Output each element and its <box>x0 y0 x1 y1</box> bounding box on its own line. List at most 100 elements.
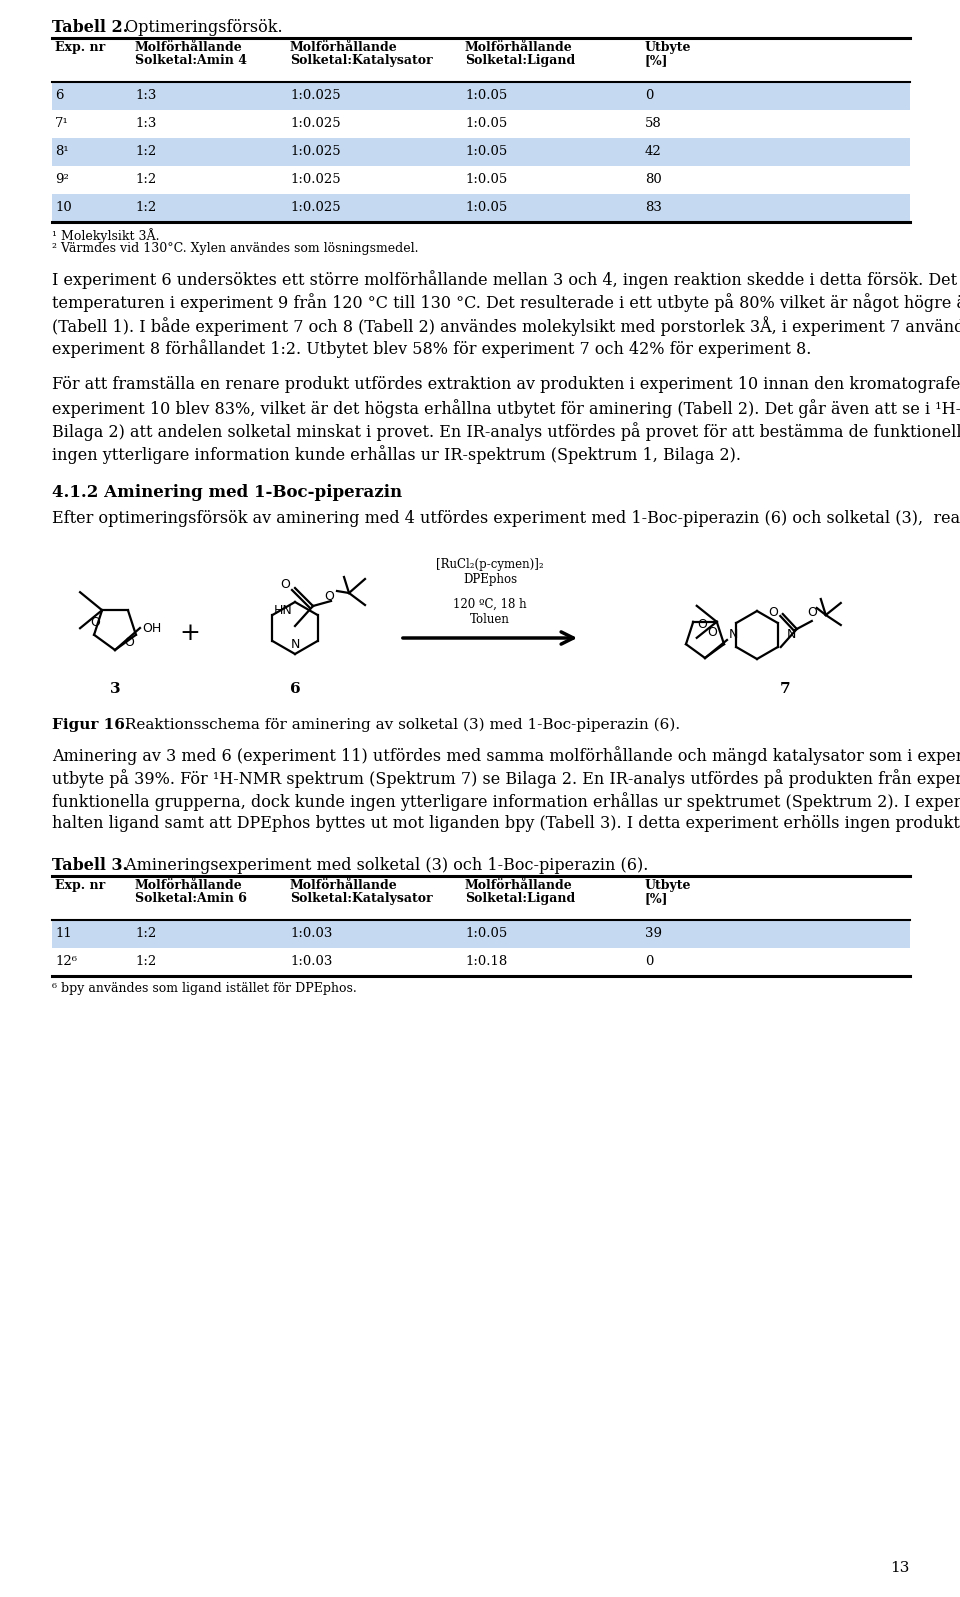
Text: Solketal:Katalysator: Solketal:Katalysator <box>290 893 433 905</box>
Text: För att framställa en renare produkt utfördes extraktion av produkten i experime: För att framställa en renare produkt utf… <box>52 375 960 393</box>
Text: 1:3: 1:3 <box>135 117 156 129</box>
Text: 7¹: 7¹ <box>55 117 69 129</box>
Text: 1:0.025: 1:0.025 <box>290 117 341 129</box>
Text: experiment 10 blev 83%, vilket är det högsta erhållna utbytet för aminering (Tab: experiment 10 blev 83%, vilket är det hö… <box>52 399 960 418</box>
Text: Efter optimeringsförsök av aminering med 4 utfördes experiment med 1-Boc-piperaz: Efter optimeringsförsök av aminering med… <box>52 509 960 527</box>
Text: Exp. nr: Exp. nr <box>55 42 106 54</box>
Text: 6: 6 <box>290 682 300 696</box>
Text: O: O <box>90 616 100 629</box>
Text: 1:0.025: 1:0.025 <box>290 145 341 158</box>
Text: 1:0.05: 1:0.05 <box>465 201 507 214</box>
Text: Tabell 2.: Tabell 2. <box>52 19 129 37</box>
Text: 0: 0 <box>645 89 654 102</box>
Text: Molförhållande: Molförhållande <box>290 42 397 54</box>
Text: Exp. nr: Exp. nr <box>55 878 106 893</box>
Text: O: O <box>768 605 778 618</box>
Text: experiment 8 förhållandet 1:2. Utbytet blev 58% för experiment 7 och 42% för exp: experiment 8 förhållandet 1:2. Utbytet b… <box>52 339 811 358</box>
Text: [%]: [%] <box>645 54 668 67</box>
Text: 120 ºC, 18 h: 120 ºC, 18 h <box>453 597 527 612</box>
Text: 1:2: 1:2 <box>135 955 156 968</box>
Text: 3: 3 <box>109 682 120 696</box>
Text: 6: 6 <box>55 89 63 102</box>
Text: N: N <box>729 629 738 642</box>
Text: 1:0.05: 1:0.05 <box>465 926 507 941</box>
Text: DPEphos: DPEphos <box>463 573 517 586</box>
Text: O: O <box>697 618 707 631</box>
Text: N: N <box>787 629 796 642</box>
Text: ² Värmdes vid 130°C. Xylen användes som lösningsmedel.: ² Värmdes vid 130°C. Xylen användes som … <box>52 243 419 256</box>
Text: 0: 0 <box>645 955 654 968</box>
Text: ingen ytterligare information kunde erhållas ur IR-spektrum (Spektrum 1, Bilaga : ingen ytterligare information kunde erhå… <box>52 446 741 463</box>
Bar <box>52 81 910 110</box>
Text: Solketal:Amin 6: Solketal:Amin 6 <box>135 893 247 905</box>
Text: 1:0.05: 1:0.05 <box>465 172 507 185</box>
Text: +: + <box>180 621 201 645</box>
Text: 1:0.18: 1:0.18 <box>465 955 507 968</box>
Text: 10: 10 <box>55 201 72 214</box>
Text: O: O <box>806 607 817 620</box>
Text: 12⁶: 12⁶ <box>55 955 77 968</box>
Text: [%]: [%] <box>645 893 668 905</box>
Bar <box>52 137 910 166</box>
Text: funktionella grupperna, dock kunde ingen ytterligare information erhållas ur spe: funktionella grupperna, dock kunde ingen… <box>52 792 960 811</box>
Text: 1:0.05: 1:0.05 <box>465 117 507 129</box>
Text: N: N <box>290 637 300 650</box>
Text: 1:2: 1:2 <box>135 201 156 214</box>
Text: 1:0.05: 1:0.05 <box>465 145 507 158</box>
Bar <box>52 166 910 193</box>
Text: 9²: 9² <box>55 172 69 185</box>
Text: Toluen: Toluen <box>470 613 510 626</box>
Text: O: O <box>125 636 134 648</box>
Text: Aminering av 3 med 6 (experiment 11) utfördes med samma molförhållande och mängd: Aminering av 3 med 6 (experiment 11) utf… <box>52 746 960 765</box>
Text: ¹ Molekylsikt 3Å.: ¹ Molekylsikt 3Å. <box>52 228 159 243</box>
Text: 1:2: 1:2 <box>135 926 156 941</box>
Text: Solketal:Amin 4: Solketal:Amin 4 <box>135 54 247 67</box>
Text: 1:0.03: 1:0.03 <box>290 926 332 941</box>
Bar <box>52 920 910 949</box>
Text: Utbyte: Utbyte <box>645 878 691 893</box>
Text: 1:0.025: 1:0.025 <box>290 89 341 102</box>
Text: 1:3: 1:3 <box>135 89 156 102</box>
Text: OH: OH <box>142 621 161 634</box>
Text: Molförhållande: Molförhållande <box>465 878 573 893</box>
Text: Reaktionsschema för aminering av solketal (3) med 1-Boc-piperazin (6).: Reaktionsschema för aminering av solketa… <box>120 719 680 733</box>
Text: O: O <box>708 626 717 639</box>
Text: Figur 16.: Figur 16. <box>52 719 131 731</box>
Text: 1:2: 1:2 <box>135 145 156 158</box>
Text: Utbyte: Utbyte <box>645 42 691 54</box>
Text: 1:0.03: 1:0.03 <box>290 955 332 968</box>
Text: HN: HN <box>274 604 293 616</box>
Bar <box>52 110 910 137</box>
Text: Tabell 3.: Tabell 3. <box>52 858 128 874</box>
Text: Molförhållande: Molförhållande <box>135 878 243 893</box>
Text: O: O <box>324 589 334 602</box>
Text: 8¹: 8¹ <box>55 145 68 158</box>
Text: 80: 80 <box>645 172 661 185</box>
Text: 58: 58 <box>645 117 661 129</box>
Text: Molförhållande: Molförhållande <box>290 878 397 893</box>
Text: O: O <box>280 578 290 591</box>
Text: 13: 13 <box>891 1560 910 1575</box>
Text: I experiment 6 undersöktes ett större molförhållande mellan 3 och 4, ingen reakt: I experiment 6 undersöktes ett större mo… <box>52 270 960 289</box>
Text: Molförhållande: Molförhållande <box>135 42 243 54</box>
Bar <box>52 949 910 976</box>
Text: (Tabell 1). I både experiment 7 och 8 (Tabell 2) användes molekylsikt med porsto: (Tabell 1). I både experiment 7 och 8 (T… <box>52 316 960 335</box>
Text: 1:0.05: 1:0.05 <box>465 89 507 102</box>
Text: Bilaga 2) att andelen solketal minskat i provet. En IR-analys utfördes på provet: Bilaga 2) att andelen solketal minskat i… <box>52 422 960 441</box>
Text: Molförhållande: Molförhållande <box>465 42 573 54</box>
Text: Solketal:Ligand: Solketal:Ligand <box>465 893 575 905</box>
Text: Amineringsexperiment med solketal (3) och 1-Boc-piperazin (6).: Amineringsexperiment med solketal (3) oc… <box>120 858 648 874</box>
Text: temperaturen i experiment 9 från 120 °C till 130 °C. Det resulterade i ett utbyt: temperaturen i experiment 9 från 120 °C … <box>52 292 960 311</box>
Text: Solketal:Ligand: Solketal:Ligand <box>465 54 575 67</box>
Text: 42: 42 <box>645 145 661 158</box>
Text: ⁶ bpy användes som ligand istället för DPEphos.: ⁶ bpy användes som ligand istället för D… <box>52 982 357 995</box>
Bar <box>52 193 910 222</box>
Text: 1:2: 1:2 <box>135 172 156 185</box>
Text: 1:0.025: 1:0.025 <box>290 201 341 214</box>
Text: 7: 7 <box>780 682 790 696</box>
Text: 11: 11 <box>55 926 72 941</box>
Text: Solketal:Katalysator: Solketal:Katalysator <box>290 54 433 67</box>
Text: [RuCl₂(p-cymen)]₂: [RuCl₂(p-cymen)]₂ <box>436 557 543 572</box>
Text: halten ligand samt att DPEphos byttes ut mot liganden bpy (Tabell 3). I detta ex: halten ligand samt att DPEphos byttes ut… <box>52 814 960 832</box>
Text: 1:0.025: 1:0.025 <box>290 172 341 185</box>
